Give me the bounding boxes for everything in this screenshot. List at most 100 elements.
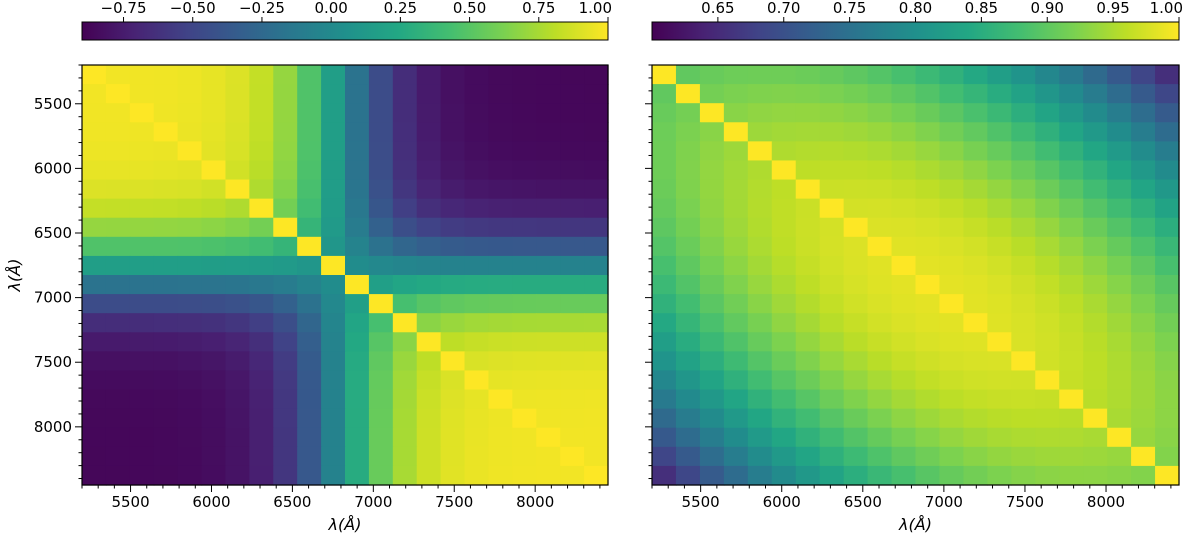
heatmap-cell bbox=[747, 332, 773, 352]
heatmap-cell bbox=[105, 122, 131, 142]
heatmap-cell bbox=[963, 198, 988, 219]
heatmap-cell bbox=[867, 313, 893, 333]
heatmap-cell bbox=[345, 313, 370, 333]
heatmap-cell bbox=[225, 65, 250, 85]
heatmap-cell bbox=[177, 122, 203, 142]
colorbar-tick-label: 0.65 bbox=[701, 0, 734, 17]
heatmap-cell bbox=[560, 236, 585, 257]
heatmap-cell bbox=[416, 255, 442, 276]
heatmap-cell bbox=[771, 294, 797, 314]
heatmap-cell bbox=[392, 217, 418, 238]
heatmap-cell bbox=[843, 389, 869, 410]
heatmap-cell bbox=[225, 446, 250, 467]
y-tick-label: 6000 bbox=[34, 159, 72, 177]
heatmap-cell bbox=[488, 465, 513, 486]
heatmap-cell bbox=[321, 255, 346, 276]
heatmap-cell bbox=[416, 351, 442, 372]
heatmap-cell bbox=[987, 332, 1012, 352]
heatmap-cell bbox=[747, 351, 773, 372]
heatmap-cell bbox=[1083, 122, 1108, 142]
heatmap-cell bbox=[675, 179, 701, 200]
x-tick-label: 5500 bbox=[111, 493, 149, 511]
heatmap-cell bbox=[345, 294, 370, 314]
heatmap-cell bbox=[368, 103, 394, 123]
heatmap-cell bbox=[153, 313, 179, 333]
heatmap-cell bbox=[891, 370, 917, 391]
y-tick-label: 7000 bbox=[34, 289, 72, 307]
heatmap-cell bbox=[345, 255, 370, 276]
heatmap-cell bbox=[512, 84, 537, 104]
heatmap-cell bbox=[652, 275, 677, 295]
heatmap-cell bbox=[795, 103, 821, 123]
heatmap-cell bbox=[225, 179, 250, 200]
heatmap-cell bbox=[915, 351, 941, 372]
heatmap-cell bbox=[1035, 198, 1060, 219]
heatmap-cell bbox=[488, 408, 513, 429]
heatmap-cell bbox=[1011, 217, 1036, 238]
heatmap-cell bbox=[1059, 408, 1084, 429]
heatmap-cell bbox=[249, 332, 274, 352]
heatmap-cell bbox=[105, 275, 131, 295]
heatmap-cell bbox=[297, 84, 322, 104]
heatmap-cell bbox=[652, 141, 677, 162]
heatmap-cell bbox=[987, 160, 1012, 181]
heatmap-cell bbox=[464, 236, 490, 257]
heatmap-cell bbox=[105, 294, 131, 314]
heatmap-cell bbox=[297, 332, 322, 352]
heatmap-cell bbox=[273, 332, 298, 352]
heatmap-cell bbox=[464, 141, 490, 162]
heatmap-cell bbox=[464, 446, 490, 467]
heatmap-cell bbox=[723, 103, 749, 123]
heatmap-cell bbox=[512, 370, 537, 391]
heatmap-cell bbox=[915, 465, 941, 486]
heatmap-cell bbox=[321, 179, 346, 200]
heatmap-cell bbox=[153, 84, 179, 104]
heatmap-cell bbox=[699, 122, 725, 142]
heatmap-cell bbox=[249, 408, 274, 429]
heatmap-cell bbox=[891, 236, 917, 257]
heatmap-cell bbox=[1011, 351, 1036, 372]
x-tick-label: 5500 bbox=[682, 493, 720, 511]
heatmap-cell bbox=[1155, 65, 1180, 85]
heatmap-cell bbox=[464, 408, 490, 429]
heatmap-cell bbox=[177, 198, 203, 219]
heatmap-cell bbox=[771, 236, 797, 257]
heatmap-cell bbox=[771, 65, 797, 85]
heatmap-cell bbox=[177, 217, 203, 238]
heatmap-cell bbox=[771, 427, 797, 448]
heatmap-cell bbox=[1035, 103, 1060, 123]
colorbar-tick-label: 0.00 bbox=[314, 0, 347, 17]
heatmap-cell bbox=[699, 179, 725, 200]
heatmap-cell bbox=[560, 198, 585, 219]
heatmap-cell bbox=[867, 198, 893, 219]
heatmap-cell bbox=[1035, 313, 1060, 333]
heatmap-cell bbox=[819, 84, 845, 104]
heatmap-cell bbox=[392, 389, 418, 410]
heatmap-cell bbox=[891, 141, 917, 162]
heatmap-cell bbox=[675, 389, 701, 410]
heatmap-cell bbox=[987, 103, 1012, 123]
heatmap-cell bbox=[939, 275, 964, 295]
heatmap-cell bbox=[536, 198, 561, 219]
heatmap-cell bbox=[273, 255, 298, 276]
heatmap-cell bbox=[963, 255, 988, 276]
heatmap-cell bbox=[1035, 446, 1060, 467]
heatmap-cell bbox=[440, 198, 466, 219]
colorbar-tick-label: −0.50 bbox=[170, 0, 216, 17]
heatmap-cell bbox=[560, 141, 585, 162]
heatmap-cell bbox=[1155, 370, 1180, 391]
heatmap-cell bbox=[153, 332, 179, 352]
heatmap-cell bbox=[153, 217, 179, 238]
heatmap-cell bbox=[1059, 389, 1084, 410]
heatmap-cell bbox=[939, 217, 964, 238]
heatmap-cell bbox=[1155, 351, 1180, 372]
heatmap-cell bbox=[1059, 236, 1084, 257]
heatmap-cell bbox=[867, 236, 893, 257]
heatmap-cell bbox=[177, 465, 203, 486]
heatmap-cell bbox=[675, 236, 701, 257]
heatmap-cell bbox=[1035, 408, 1060, 429]
heatmap-cell bbox=[153, 65, 179, 85]
heatmap-cell bbox=[939, 84, 964, 104]
heatmap-cell bbox=[915, 313, 941, 333]
heatmap-cell bbox=[939, 427, 964, 448]
